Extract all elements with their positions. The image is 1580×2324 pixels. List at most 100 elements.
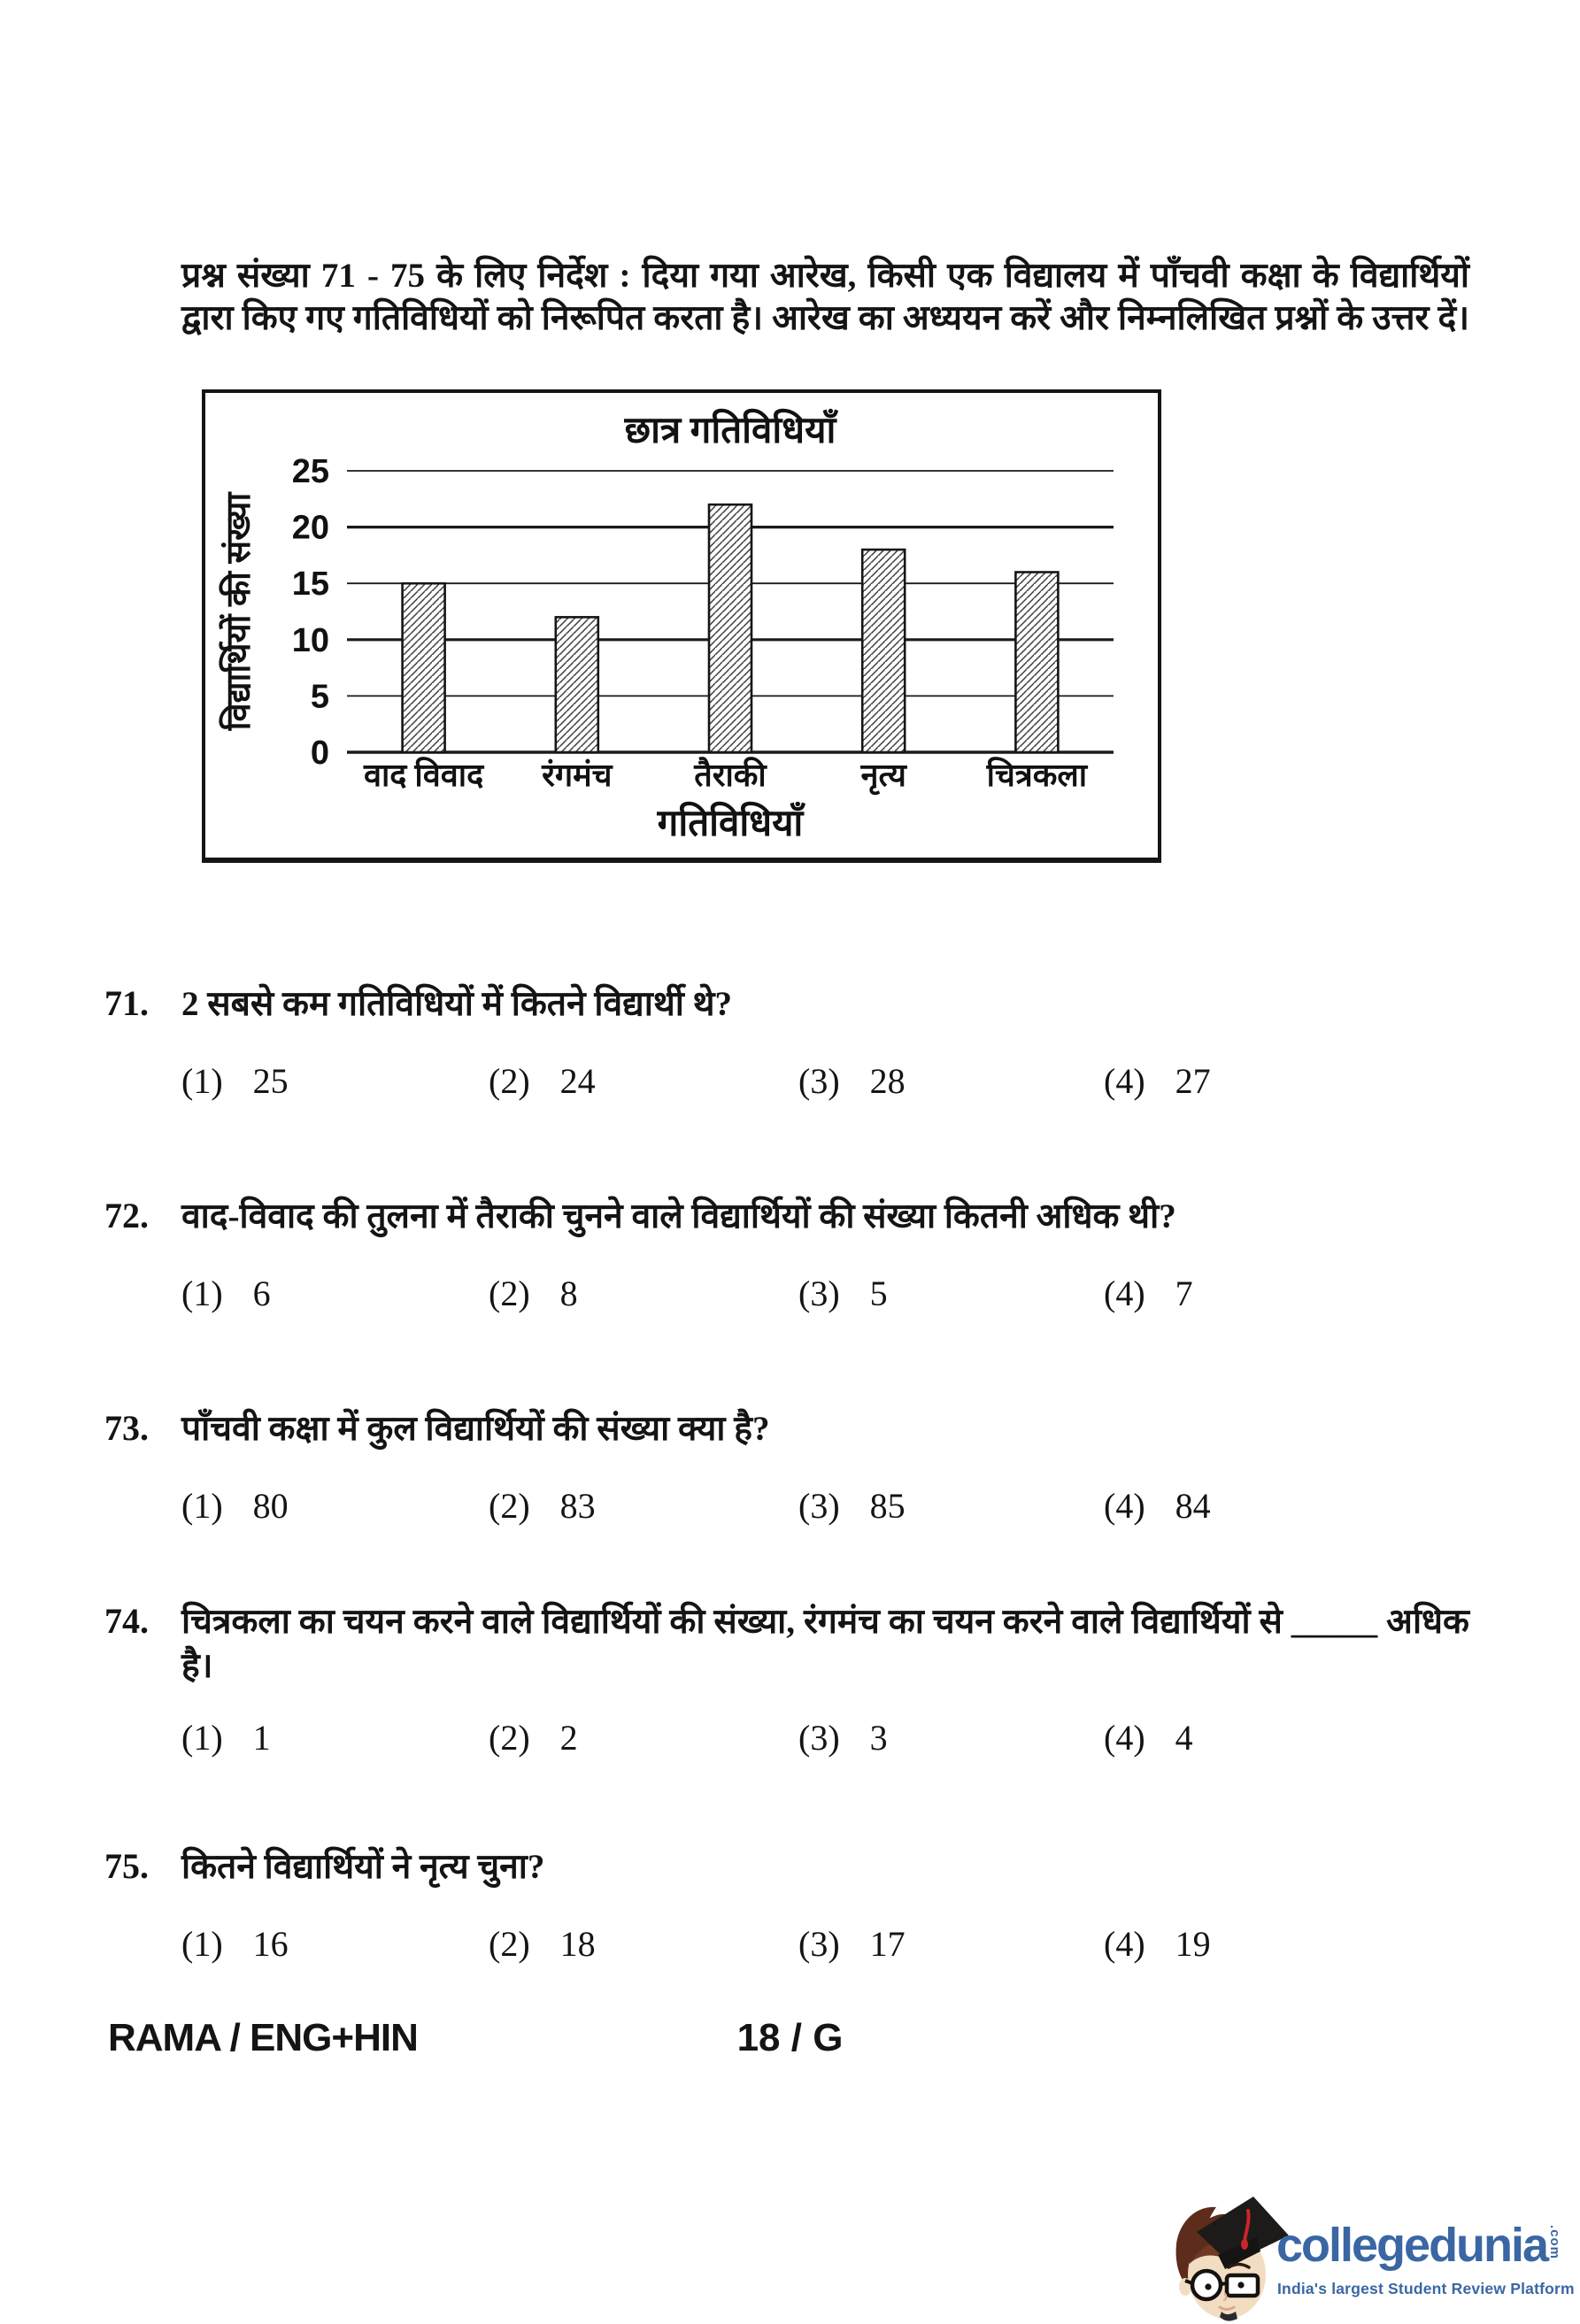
option-marker: (1)	[181, 1718, 223, 1758]
option-74-3: (3) 3	[798, 1717, 888, 1758]
option-value: 5	[869, 1274, 888, 1313]
option-75-3: (3) 17	[798, 1923, 906, 1965]
option-marker: (4)	[1104, 1274, 1145, 1313]
option-71-4: (4) 27	[1104, 1060, 1211, 1102]
ytick-25: 25	[292, 453, 329, 490]
question-74-text: चित्रकला का चयन करने वाले विद्यार्थियों …	[181, 1600, 1469, 1689]
option-marker: (4)	[1104, 1718, 1145, 1758]
question-73-line1: पाँचवी कक्षा में कुल विद्यार्थियों की सं…	[181, 1410, 770, 1448]
bar-0	[401, 581, 446, 754]
option-value: 24	[559, 1061, 596, 1101]
question-73-options: (1) 80 (2) 83 (3) 85 (4) 84	[181, 1485, 1469, 1531]
activities-bar-chart: 0 5 10 15 20 25 वाद विवाद रंगमंच तैराकी नृत्य चित्…	[219, 408, 1114, 844]
option-73-3: (3) 85	[798, 1485, 906, 1527]
option-value: 85	[869, 1486, 906, 1526]
option-marker: (2)	[489, 1924, 530, 1964]
question-73-number: 73.	[104, 1408, 149, 1448]
option-73-1: (1) 80	[181, 1485, 289, 1527]
ytick-0: 0	[311, 735, 329, 772]
option-marker: (1)	[181, 1061, 223, 1101]
option-value: 25	[252, 1061, 289, 1101]
question-75-number: 75.	[104, 1846, 149, 1886]
option-72-4: (4) 7	[1104, 1273, 1193, 1314]
question-72-number: 72.	[104, 1196, 149, 1235]
footer-page-number: 18 / G	[736, 2016, 844, 2059]
question-71-text: 2 सबसे कम गतिविधियों में कितने विद्यार्थ…	[181, 982, 1469, 1027]
bar-4	[1014, 571, 1060, 754]
option-73-2: (2) 83	[489, 1485, 596, 1527]
category-label-4: चित्रकला	[986, 757, 1089, 793]
collegedunia-mascot-icon	[1175, 2197, 1289, 2321]
option-value: 80	[252, 1486, 289, 1526]
option-value: 2	[559, 1718, 578, 1758]
collegedunia-tagline: India's largest Student Review Platform	[1277, 2280, 1575, 2297]
bar-3	[860, 548, 906, 754]
option-value: 6	[252, 1274, 271, 1313]
option-value: 16	[252, 1924, 289, 1964]
question-74-options: (1) 1 (2) 2 (3) 3 (4) 4	[181, 1717, 1469, 1763]
option-marker: (3)	[798, 1924, 840, 1964]
question-71-number: 71.	[104, 983, 149, 1023]
ytick-10: 10	[292, 622, 329, 659]
category-label-2: तैराकी	[693, 757, 767, 793]
option-marker: (3)	[798, 1486, 840, 1526]
option-value: 84	[1175, 1486, 1211, 1526]
chart-xlabel: गतिविधियाँ	[657, 801, 806, 844]
option-marker: (3)	[798, 1718, 840, 1758]
option-marker: (4)	[1104, 1924, 1145, 1964]
option-marker: (1)	[181, 1924, 223, 1964]
option-value: 3	[869, 1718, 888, 1758]
question-71-options: (1) 25 (2) 24 (3) 28 (4) 27	[181, 1060, 1469, 1106]
question-73-text: पाँचवी कक्षा में कुल विद्यार्थियों की सं…	[181, 1407, 1469, 1451]
ytick-5: 5	[311, 678, 329, 715]
instruction-paragraph: प्रश्न संख्या 71 - 75 के लिए निर्देश : द…	[181, 257, 1469, 337]
question-72-text: वाद-विवाद की तुलना में तैराकी चुनने वाले…	[181, 1195, 1469, 1239]
question-74-line1: चित्रकला का चयन करने वाले विद्यार्थियों …	[181, 1603, 1469, 1641]
option-71-1: (1) 25	[181, 1060, 289, 1102]
option-value: 19	[1175, 1924, 1211, 1964]
option-marker: (4)	[1104, 1486, 1145, 1526]
category-label-3: नृत्य	[860, 758, 907, 796]
option-72-1: (1) 6	[181, 1273, 271, 1314]
ytick-15: 15	[292, 566, 329, 603]
option-value: 8	[559, 1274, 578, 1313]
option-marker: (2)	[489, 1486, 530, 1526]
question-75-options: (1) 16 (2) 18 (3) 17 (4) 19	[181, 1923, 1469, 1969]
option-value: 7	[1175, 1274, 1193, 1313]
option-75-1: (1) 16	[181, 1923, 289, 1965]
option-marker: (3)	[798, 1274, 840, 1313]
category-label-1: रंगमंच	[541, 758, 613, 793]
option-value: 28	[869, 1061, 906, 1101]
category-label-0: वाद विवाद	[363, 757, 485, 793]
bar-1	[554, 616, 600, 754]
collegedunia-brand-text: collegedunia	[1276, 2219, 1549, 2272]
question-74-line2: है।	[181, 1647, 213, 1685]
question-72-options: (1) 6 (2) 8 (3) 5 (4) 7	[181, 1273, 1469, 1319]
option-value: 1	[252, 1718, 271, 1758]
ytick-20: 20	[292, 510, 329, 547]
option-marker: (1)	[181, 1274, 223, 1313]
option-marker: (2)	[489, 1061, 530, 1101]
option-75-4: (4) 19	[1104, 1923, 1211, 1965]
chart-title: छात्र गतिविधियाँ	[624, 408, 839, 451]
option-marker: (1)	[181, 1486, 223, 1526]
option-74-4: (4) 4	[1104, 1717, 1193, 1758]
option-marker: (3)	[798, 1061, 840, 1101]
option-marker: (2)	[489, 1718, 530, 1758]
option-71-2: (2) 24	[489, 1060, 596, 1102]
option-74-2: (2) 2	[489, 1717, 578, 1758]
option-72-2: (2) 8	[489, 1273, 578, 1314]
option-value: 18	[559, 1924, 596, 1964]
bar-2	[707, 503, 753, 754]
question-74-number: 74.	[104, 1601, 149, 1641]
question-71-line1: 2 सबसे कम गतिविधियों में कितने विद्यार्थ…	[181, 985, 733, 1023]
option-74-1: (1) 1	[181, 1717, 271, 1758]
chart-ylabel: विद्यार्थियों की संख्या	[219, 492, 258, 732]
question-75-line1: कितने विद्यार्थियों ने नृत्य चुना?	[181, 1848, 545, 1886]
chart-figure: 0 5 10 15 20 25 वाद विवाद रंगमंच तैराकी नृत्य चित्…	[202, 389, 1161, 863]
collegedunia-dotcom-text: .com	[1547, 2225, 1562, 2260]
option-value: 17	[869, 1924, 906, 1964]
option-value: 83	[559, 1486, 596, 1526]
option-marker: (2)	[489, 1274, 530, 1313]
